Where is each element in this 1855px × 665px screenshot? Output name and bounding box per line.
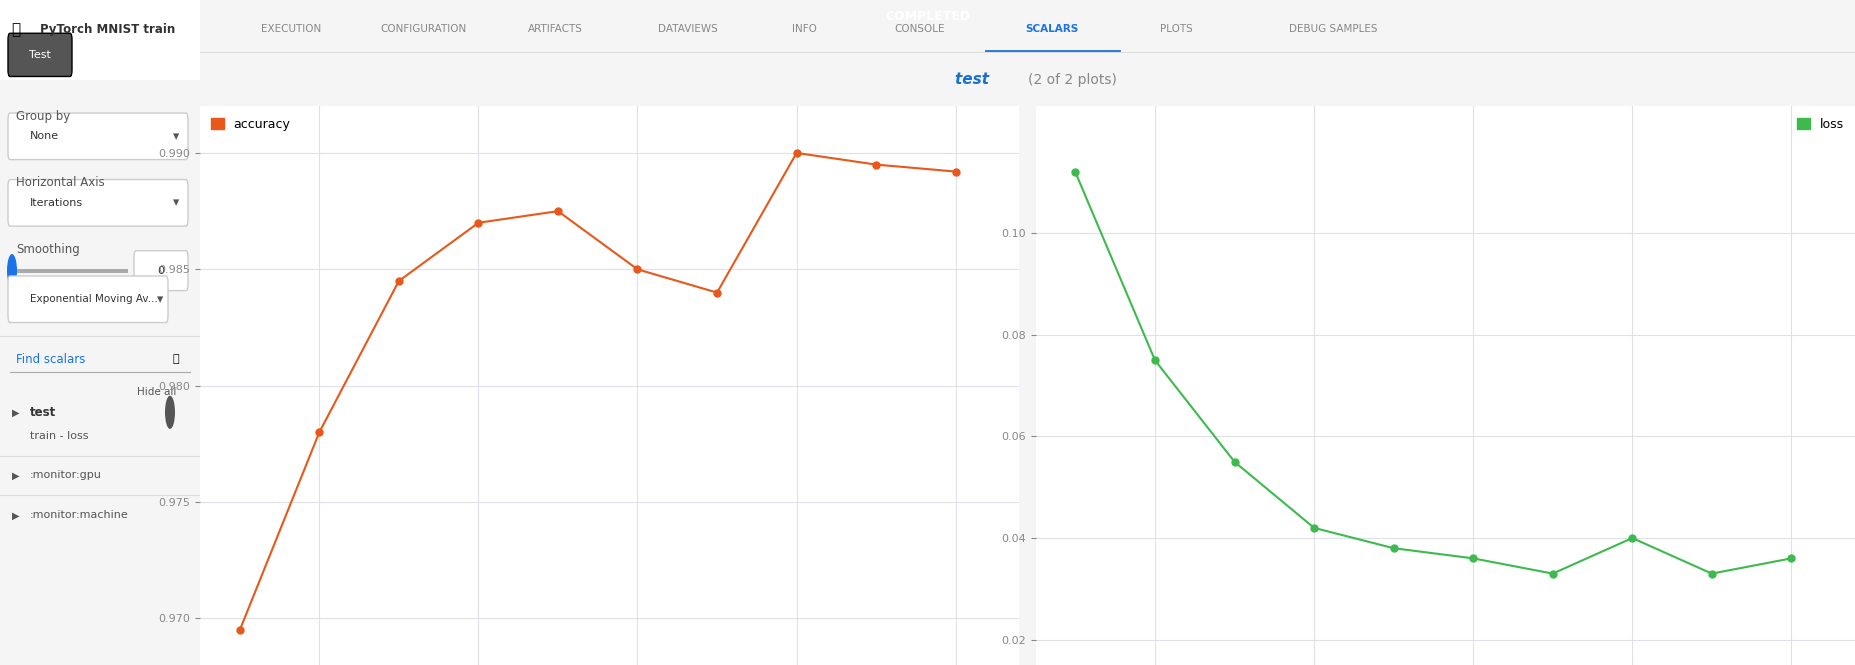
Text: ▶: ▶ — [11, 470, 20, 481]
Text: ▾: ▾ — [173, 196, 180, 209]
Text: INFO: INFO — [792, 24, 816, 35]
Text: 🎓: 🎓 — [11, 23, 20, 37]
FancyBboxPatch shape — [7, 33, 72, 76]
Text: ▾: ▾ — [158, 293, 163, 306]
Text: PLOTS: PLOTS — [1159, 24, 1193, 35]
Text: Exponential Moving Av...: Exponential Moving Av... — [30, 294, 158, 305]
FancyBboxPatch shape — [134, 251, 187, 291]
Text: Find scalars: Find scalars — [17, 352, 85, 366]
Text: COMPLETED: COMPLETED — [885, 10, 970, 23]
Text: DATAVIEWS: DATAVIEWS — [659, 24, 718, 35]
FancyBboxPatch shape — [7, 276, 169, 323]
Text: Smoothing: Smoothing — [17, 243, 80, 256]
Text: DEBUG SAMPLES: DEBUG SAMPLES — [1289, 24, 1378, 35]
Text: ▶: ▶ — [11, 510, 20, 521]
Text: :monitor:gpu: :monitor:gpu — [30, 470, 102, 481]
Bar — [0, 0, 200, 80]
Text: 0: 0 — [158, 265, 165, 276]
Bar — [11, 269, 128, 273]
Text: test: test — [955, 72, 994, 87]
Text: Test: Test — [30, 49, 50, 60]
Text: ▶: ▶ — [11, 407, 20, 418]
FancyBboxPatch shape — [7, 113, 187, 160]
FancyBboxPatch shape — [7, 180, 187, 226]
Text: train - loss: train - loss — [30, 430, 89, 441]
Text: ▾: ▾ — [173, 130, 180, 143]
Text: Iterations: Iterations — [30, 198, 83, 208]
Text: CONFIGURATION: CONFIGURATION — [380, 24, 467, 35]
Legend: loss: loss — [1792, 112, 1849, 136]
Legend: accuracy: accuracy — [206, 112, 295, 136]
Text: EXECUTION: EXECUTION — [262, 24, 321, 35]
Text: Group by: Group by — [17, 110, 70, 123]
Text: ARTIFACTS: ARTIFACTS — [529, 24, 582, 35]
Text: Horizontal Axis: Horizontal Axis — [17, 176, 104, 190]
Text: None: None — [30, 131, 59, 142]
Circle shape — [165, 396, 174, 429]
Text: PyTorch MNIST train: PyTorch MNIST train — [41, 23, 174, 37]
Text: (2 of 2 plots): (2 of 2 plots) — [1028, 72, 1117, 87]
Text: 🔍: 🔍 — [173, 354, 180, 364]
Text: test: test — [30, 406, 56, 419]
Text: SCALARS: SCALARS — [1026, 24, 1080, 35]
Text: :monitor:machine: :monitor:machine — [30, 510, 128, 521]
Text: Hide all: Hide all — [137, 387, 176, 398]
Text: CONSOLE: CONSOLE — [894, 24, 946, 35]
Circle shape — [7, 254, 17, 287]
